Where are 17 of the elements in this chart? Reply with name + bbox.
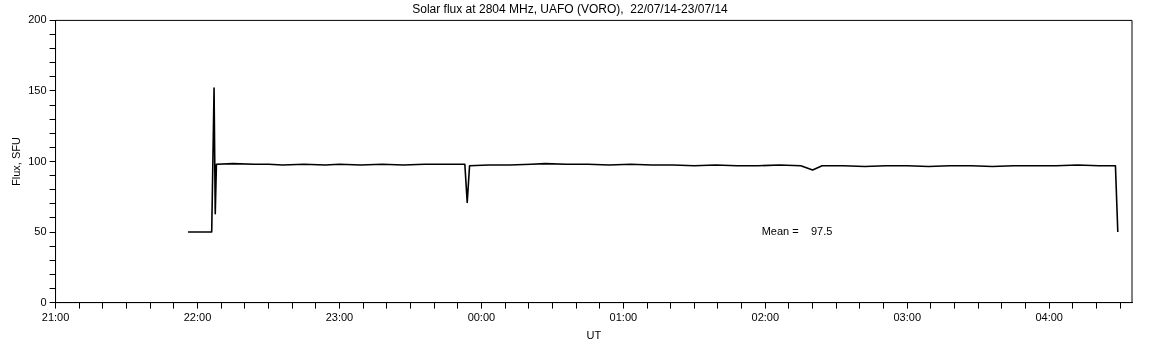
x-tick-label: 04:00: [1035, 311, 1063, 324]
annotation: Mean = 97.5: [761, 225, 833, 238]
x-tick-label: 23:00: [325, 311, 354, 324]
x-axis-title: UT: [586, 329, 602, 342]
y-tick-label: 50: [34, 225, 47, 238]
y-tick-label: 200: [28, 13, 47, 26]
x-tick-label: 00:00: [467, 311, 496, 324]
x-tick-label: 01:00: [609, 311, 638, 324]
chart-title: Solar flux at 2804 MHz, UAFO (VORO), 22/07/14-23/07/14: [412, 1, 729, 16]
y-tick-label: 0: [40, 295, 47, 308]
y-tick-label: 100: [28, 154, 47, 167]
x-tick-label: 03:00: [893, 311, 922, 324]
y-tick-label: 150: [28, 83, 47, 96]
x-tick-label: 21:00: [41, 311, 70, 324]
x-tick-label: 22:00: [183, 311, 212, 324]
y-axis-title: Flux, SFU: [9, 137, 22, 186]
x-tick-label: 02:00: [751, 311, 780, 324]
